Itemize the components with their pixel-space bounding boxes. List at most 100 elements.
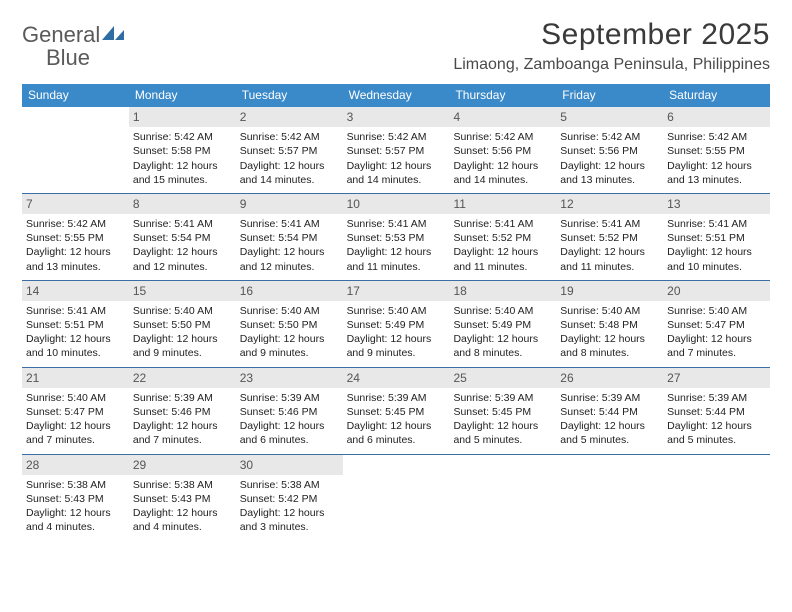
sunset-text: Sunset: 5:46 PM [133, 405, 232, 419]
sunrise-text: Sunrise: 5:41 AM [453, 217, 552, 231]
day2-text: and 5 minutes. [667, 433, 766, 447]
sunrise-text: Sunrise: 5:40 AM [560, 304, 659, 318]
day1-text: Daylight: 12 hours [667, 245, 766, 259]
sunset-text: Sunset: 5:57 PM [240, 144, 339, 158]
day2-text: and 4 minutes. [26, 520, 125, 534]
weekday-header: Tuesday [236, 84, 343, 107]
sunset-text: Sunset: 5:50 PM [133, 318, 232, 332]
day-number: 19 [556, 281, 663, 301]
day-cell: 10Sunrise: 5:41 AMSunset: 5:53 PMDayligh… [343, 194, 450, 280]
sunrise-text: Sunrise: 5:42 AM [667, 130, 766, 144]
sunset-text: Sunset: 5:55 PM [26, 231, 125, 245]
sunset-text: Sunset: 5:49 PM [453, 318, 552, 332]
day-cell: 9Sunrise: 5:41 AMSunset: 5:54 PMDaylight… [236, 194, 343, 280]
day1-text: Daylight: 12 hours [347, 245, 446, 259]
day-number: 22 [129, 368, 236, 388]
sunrise-text: Sunrise: 5:39 AM [560, 391, 659, 405]
day1-text: Daylight: 12 hours [133, 332, 232, 346]
day-cell: 19Sunrise: 5:40 AMSunset: 5:48 PMDayligh… [556, 281, 663, 367]
day-number: 18 [449, 281, 556, 301]
day2-text: and 8 minutes. [560, 346, 659, 360]
sunset-text: Sunset: 5:43 PM [133, 492, 232, 506]
day-cell: 5Sunrise: 5:42 AMSunset: 5:56 PMDaylight… [556, 107, 663, 193]
day1-text: Daylight: 12 hours [240, 245, 339, 259]
week-row: 28Sunrise: 5:38 AMSunset: 5:43 PMDayligh… [22, 455, 770, 541]
logo-text-part1: General [22, 22, 100, 47]
sunrise-text: Sunrise: 5:38 AM [240, 478, 339, 492]
sunrise-text: Sunrise: 5:42 AM [560, 130, 659, 144]
day-number: 28 [22, 455, 129, 475]
day-number: 26 [556, 368, 663, 388]
sunset-text: Sunset: 5:57 PM [347, 144, 446, 158]
day-number: 2 [236, 107, 343, 127]
sunrise-text: Sunrise: 5:40 AM [133, 304, 232, 318]
day-number: 9 [236, 194, 343, 214]
day1-text: Daylight: 12 hours [133, 419, 232, 433]
sunset-text: Sunset: 5:55 PM [667, 144, 766, 158]
day1-text: Daylight: 12 hours [453, 245, 552, 259]
weekday-header: Sunday [22, 84, 129, 107]
day2-text: and 12 minutes. [133, 260, 232, 274]
sunset-text: Sunset: 5:42 PM [240, 492, 339, 506]
day-cell [556, 455, 663, 541]
sunrise-text: Sunrise: 5:39 AM [667, 391, 766, 405]
day2-text: and 8 minutes. [453, 346, 552, 360]
day2-text: and 15 minutes. [133, 173, 232, 187]
sunrise-text: Sunrise: 5:39 AM [133, 391, 232, 405]
day-cell: 1Sunrise: 5:42 AMSunset: 5:58 PMDaylight… [129, 107, 236, 193]
day-number: 29 [129, 455, 236, 475]
day2-text: and 9 minutes. [240, 346, 339, 360]
sunrise-text: Sunrise: 5:40 AM [26, 391, 125, 405]
day-number: 30 [236, 455, 343, 475]
day2-text: and 14 minutes. [240, 173, 339, 187]
day1-text: Daylight: 12 hours [560, 245, 659, 259]
day2-text: and 11 minutes. [347, 260, 446, 274]
day2-text: and 3 minutes. [240, 520, 339, 534]
sunset-text: Sunset: 5:43 PM [26, 492, 125, 506]
day-cell: 29Sunrise: 5:38 AMSunset: 5:43 PMDayligh… [129, 455, 236, 541]
sunrise-text: Sunrise: 5:41 AM [347, 217, 446, 231]
sunrise-text: Sunrise: 5:42 AM [133, 130, 232, 144]
day-cell: 11Sunrise: 5:41 AMSunset: 5:52 PMDayligh… [449, 194, 556, 280]
location-subtitle: Limaong, Zamboanga Peninsula, Philippine… [453, 56, 770, 74]
logo-text-part2: Blue [22, 45, 90, 70]
day2-text: and 5 minutes. [453, 433, 552, 447]
day-number: 24 [343, 368, 450, 388]
sunset-text: Sunset: 5:45 PM [347, 405, 446, 419]
month-title: September 2025 [453, 18, 770, 52]
day1-text: Daylight: 12 hours [133, 506, 232, 520]
day-cell: 24Sunrise: 5:39 AMSunset: 5:45 PMDayligh… [343, 368, 450, 454]
day-cell: 7Sunrise: 5:42 AMSunset: 5:55 PMDaylight… [22, 194, 129, 280]
day2-text: and 9 minutes. [133, 346, 232, 360]
weeks-container: 1Sunrise: 5:42 AMSunset: 5:58 PMDaylight… [22, 107, 770, 540]
day-number: 1 [129, 107, 236, 127]
sunset-text: Sunset: 5:54 PM [133, 231, 232, 245]
day-cell: 13Sunrise: 5:41 AMSunset: 5:51 PMDayligh… [663, 194, 770, 280]
day-cell [343, 455, 450, 541]
weekday-header-row: Sunday Monday Tuesday Wednesday Thursday… [22, 84, 770, 107]
day1-text: Daylight: 12 hours [560, 332, 659, 346]
weekday-header: Monday [129, 84, 236, 107]
sunset-text: Sunset: 5:53 PM [347, 231, 446, 245]
sunset-text: Sunset: 5:52 PM [560, 231, 659, 245]
week-row: 21Sunrise: 5:40 AMSunset: 5:47 PMDayligh… [22, 368, 770, 455]
day2-text: and 7 minutes. [133, 433, 232, 447]
day-cell: 17Sunrise: 5:40 AMSunset: 5:49 PMDayligh… [343, 281, 450, 367]
day1-text: Daylight: 12 hours [26, 506, 125, 520]
day-cell [663, 455, 770, 541]
page: General Blue September 2025 Limaong, Zam… [0, 0, 792, 540]
day-cell: 27Sunrise: 5:39 AMSunset: 5:44 PMDayligh… [663, 368, 770, 454]
day1-text: Daylight: 12 hours [667, 332, 766, 346]
week-row: 14Sunrise: 5:41 AMSunset: 5:51 PMDayligh… [22, 281, 770, 368]
sunset-text: Sunset: 5:52 PM [453, 231, 552, 245]
logo-text-block: General Blue [22, 24, 126, 70]
day-cell: 3Sunrise: 5:42 AMSunset: 5:57 PMDaylight… [343, 107, 450, 193]
day1-text: Daylight: 12 hours [240, 419, 339, 433]
sunrise-text: Sunrise: 5:40 AM [453, 304, 552, 318]
day1-text: Daylight: 12 hours [133, 159, 232, 173]
day2-text: and 10 minutes. [667, 260, 766, 274]
day2-text: and 11 minutes. [560, 260, 659, 274]
day-cell [449, 455, 556, 541]
day1-text: Daylight: 12 hours [347, 332, 446, 346]
day-cell [22, 107, 129, 193]
